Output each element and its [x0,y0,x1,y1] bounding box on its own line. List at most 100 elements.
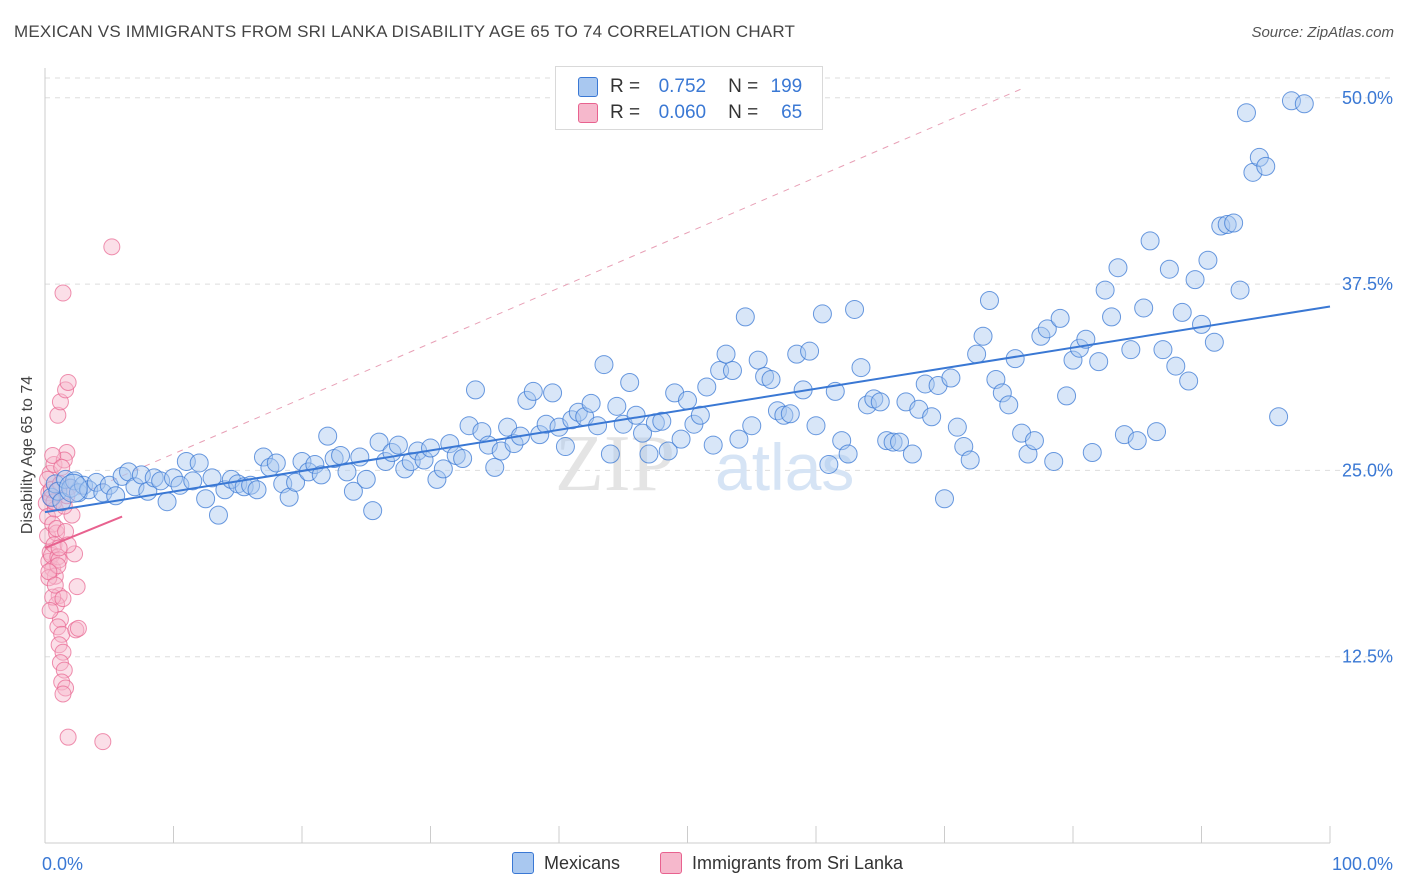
mexicans-point [164,468,183,488]
mexicans-point [935,489,954,509]
mexicans-point [594,355,614,375]
mexicans-point [266,453,286,473]
mexicans-point [806,416,826,436]
mexicans-point [183,471,203,491]
mexicans-point [215,480,235,500]
mexicans-point [427,469,447,489]
sri-lanka-point [54,590,72,608]
mexicans-point [999,395,1019,415]
mexicans-point [890,432,910,452]
r-label: R = [610,76,641,97]
sri-lanka-point [46,576,64,594]
mexicans-point [607,396,627,416]
mexicans-point [253,447,273,467]
mexicans-point [742,416,762,436]
mexicans-point [45,474,65,494]
legend-item-sri-lanka[interactable]: Immigrants from Sri Lanka [660,852,903,874]
mexicans-point [485,457,505,477]
sri-lanka-point [68,578,86,596]
mexicans-point [433,459,453,479]
mexicans-point [947,417,967,437]
mexicans-point [581,393,601,413]
mexicans-point [356,469,376,489]
mexicans-point [1281,91,1301,111]
mexicans-point [1037,319,1057,339]
mexicans-point [1057,386,1077,406]
mexicans-point [1140,231,1160,251]
mexicans-point [208,505,228,525]
mexicans-point [504,434,524,454]
mexicans-point [86,472,106,492]
mexicans-point [722,361,742,381]
chart-title: MEXICAN VS IMMIGRANTS FROM SRI LANKA DIS… [14,22,796,41]
mexicans-point [626,405,646,425]
y-tick-label: 25.0% [1342,460,1393,480]
mexicans-point [1134,298,1154,318]
mexicans-point [343,481,363,501]
y-tick-label: 12.5% [1342,647,1393,667]
mexicans-point [1269,407,1289,427]
mexicans-point [979,291,999,310]
mexicans-point [79,480,99,500]
mexicans-point [780,404,800,424]
legend-item-mexicans[interactable]: Mexicans [512,852,620,874]
legend-label-mexicans: Mexicans [544,852,621,873]
mexicans-point [883,432,903,452]
mexicans-point [1224,213,1244,233]
mexicans-point [1211,216,1231,236]
mexicans-point [1153,340,1173,360]
mexicans-point [1147,422,1167,442]
sri-lanka-point [94,733,112,751]
mexicans-point [600,444,620,464]
stats-row-sri-lanka: R = 0.060 N = 65 [578,101,802,125]
mexicans-point [1082,443,1102,463]
mexicans-point [902,444,922,464]
mexicans-point [1063,350,1083,370]
sri-lanka-point [41,602,59,619]
mexicans-point [652,411,672,431]
mexicans-point [318,426,338,446]
mexicans-point [465,380,485,400]
x-tick-label-min: 0.0% [42,854,83,874]
sri-lanka-point [59,373,77,391]
watermark-zip: ZIP [555,420,675,508]
mexicans-point [941,368,961,388]
mexicans-point [1185,270,1205,290]
sri-lanka-point [50,551,68,569]
mexicans-point [716,344,736,364]
mexicans-point [65,471,85,491]
mexicans-point [774,405,794,425]
mexicans-point [1102,307,1122,327]
stats-row-mexicans: R = 0.752 N = 199 [578,75,802,99]
mexicans-point [202,468,222,488]
mexicans-point [157,492,177,512]
mexicans-point [787,344,807,364]
mexicans-point [973,326,993,346]
mexicans-point [922,407,942,427]
mexicans-point [459,416,479,436]
mexicans-point [697,377,717,397]
mexicans-point [151,471,171,491]
mexicans-point [658,441,678,461]
mexicans-point [363,501,383,521]
mexicans-point [851,358,871,378]
mexicans-point [639,444,659,464]
mexicans-point [819,454,839,474]
mexicans-point [93,483,113,503]
mexicans-point [1044,451,1064,471]
r-value: 0.752 [658,76,707,97]
n-label: N = [728,76,759,97]
sri-lanka-point [67,621,85,639]
mexicans-point [960,450,980,470]
n-value: 199 [770,76,803,97]
mexicans-point [1127,431,1147,451]
mexicans-point [729,429,749,449]
mexicans-point [838,444,858,464]
mexicans-point [1166,356,1186,376]
mexicans-point [1192,314,1211,334]
mexicans-point [633,423,653,443]
legend-label-sri-lanka: Immigrants from Sri Lanka [692,852,904,873]
mexicans-point [845,299,865,319]
x-tick-label-max: 100.0% [1332,854,1393,874]
mexicans-point [1050,308,1070,328]
